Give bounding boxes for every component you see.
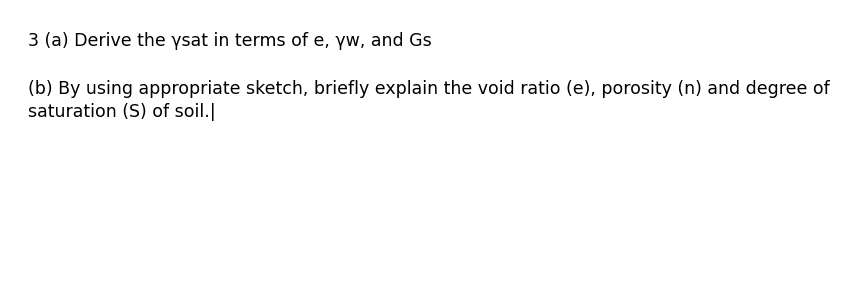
Text: 3 (a) Derive the γsat in terms of e, γw, and Gs: 3 (a) Derive the γsat in terms of e, γw,… <box>28 32 432 50</box>
Text: (b) By using appropriate sketch, briefly explain the void ratio (e), porosity (n: (b) By using appropriate sketch, briefly… <box>28 80 830 98</box>
Text: saturation (S) of soil.|: saturation (S) of soil.| <box>28 103 216 121</box>
